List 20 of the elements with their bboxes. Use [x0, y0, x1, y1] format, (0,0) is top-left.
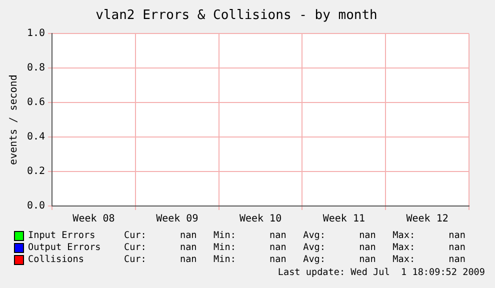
y-axis-title: events / second — [8, 74, 20, 165]
y-tick-label: 0.4 — [27, 132, 46, 143]
x-tick-label: Week 09 — [156, 214, 198, 225]
y-tick-label: 1.0 — [27, 28, 46, 40]
text: Cur: nan Min: nan Avg: nan Max: nan — [124, 242, 466, 254]
legend-label: Output Errors — [28, 242, 102, 254]
x-tick-label: Week 11 — [322, 214, 365, 225]
y-tick-label: 0.0 — [27, 200, 46, 212]
chart-title: vlan2 Errors & Collisions - by month — [96, 8, 378, 24]
x-tick-label: Week 08 — [72, 214, 115, 225]
text: Last update: Wed Jul 1 18:09:52 2009 — [278, 267, 485, 278]
legend-label: Input Errors — [28, 230, 96, 242]
x-tick-label: Week 10 — [239, 214, 282, 225]
y-tick-label: 0.8 — [27, 62, 46, 74]
x-tick-label: Week 12 — [406, 214, 448, 225]
text: Cur: nan Min: nan Avg: nan Max: nan — [124, 254, 466, 266]
y-tick-label: 0.2 — [27, 166, 46, 178]
y-tick-label: 0.6 — [27, 97, 46, 108]
legend-label: Collisions — [28, 254, 85, 266]
text: Cur: nan Min: nan Avg: nan Max: nan — [124, 230, 466, 242]
